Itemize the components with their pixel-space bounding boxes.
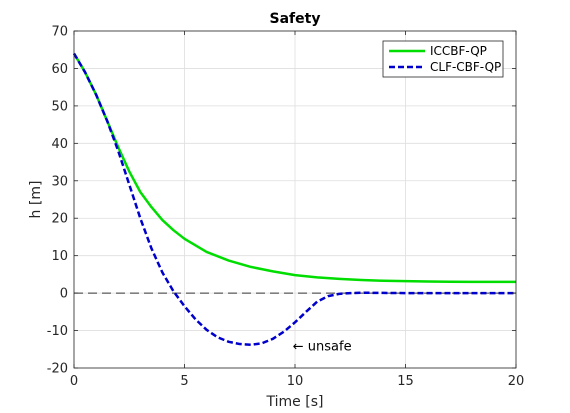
- x-tick-label: 5: [180, 374, 188, 389]
- chart-title: Safety: [270, 11, 321, 27]
- axis-ticks: 0 5 10 15 20 -20 -10 0 10 20 30 40 50 60 70: [47, 25, 525, 390]
- x-axis-label: Time [s]: [266, 394, 324, 410]
- unsafe-annotation: ← unsafe: [293, 340, 352, 355]
- y-tick-label: 70: [51, 25, 68, 40]
- series-line-clf-cbf-qp: [72, 52, 516, 347]
- x-tick-label: 15: [397, 374, 414, 389]
- y-tick-label: -10: [47, 324, 68, 339]
- legend-label: CLF-CBF-QP: [430, 60, 501, 74]
- y-tick-label: 60: [51, 62, 68, 77]
- y-tick-label: 30: [51, 174, 68, 189]
- y-tick-label: 20: [51, 212, 68, 227]
- y-tick-label: 50: [51, 99, 68, 114]
- y-tick-label: -20: [47, 362, 68, 377]
- y-axis-label: h [m]: [28, 181, 44, 219]
- x-tick-label: 10: [287, 374, 304, 389]
- x-tick-label: 0: [70, 374, 78, 389]
- y-tick-label: 0: [60, 287, 68, 302]
- data-series: [72, 52, 516, 347]
- series-line-iccbf-qp: [72, 52, 516, 284]
- legend-box: [382, 40, 504, 78]
- legend: ICCBF-QP CLF-CBF-QP: [382, 40, 504, 78]
- legend-label: ICCBF-QP: [430, 44, 487, 58]
- y-tick-label: 40: [51, 137, 68, 152]
- y-tick-label: 10: [51, 249, 68, 264]
- x-tick-label: 20: [508, 374, 525, 389]
